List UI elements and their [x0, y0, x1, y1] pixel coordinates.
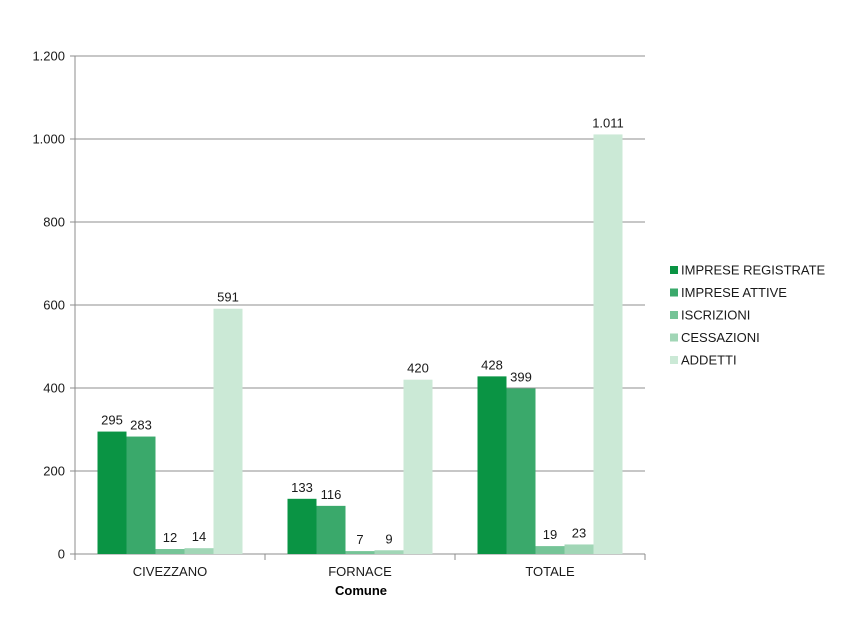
- legend-swatch: [670, 288, 678, 297]
- data-label: 283: [130, 418, 152, 433]
- bar: [403, 379, 433, 554]
- bar: [316, 505, 346, 554]
- data-label: 420: [407, 361, 429, 376]
- data-label: 9: [385, 531, 392, 546]
- data-label: 399: [510, 369, 532, 384]
- y-tick-label: 800: [43, 215, 65, 230]
- x-axis: Comune CIVEZZANO FORNACE TOTALE: [74, 554, 646, 598]
- data-label: 19: [543, 527, 557, 542]
- bar: [506, 388, 536, 554]
- bar: [287, 498, 317, 554]
- bar: [477, 376, 507, 554]
- x-tick-label: TOTALE: [525, 564, 575, 579]
- y-tick-label: 400: [43, 381, 65, 396]
- bar: [97, 431, 127, 554]
- legend-label: IMPRESE REGISTRATE: [681, 263, 826, 278]
- y-axis: 0 200 400 600 800 1.000 1.200: [32, 49, 76, 562]
- data-label: 133: [291, 480, 313, 495]
- legend-swatch: [670, 356, 678, 364]
- legend-swatch: [670, 333, 678, 342]
- bar: [345, 551, 375, 554]
- data-label: 1.011: [592, 115, 624, 130]
- data-label: 591: [217, 290, 239, 305]
- y-tick-label: 1.000: [32, 132, 65, 147]
- bars: 295 283 12 14 591 133 116 7 9 420 428 399 19 23 1.011: [97, 115, 624, 554]
- bar: [374, 550, 404, 554]
- data-label: 23: [572, 525, 586, 540]
- x-tick-label: FORNACE: [328, 564, 392, 579]
- data-label: 116: [321, 487, 342, 502]
- legend-swatch: [670, 266, 678, 274]
- data-label: 14: [192, 529, 206, 544]
- bar: [535, 546, 565, 554]
- data-label: 7: [356, 532, 363, 547]
- y-tick-label: 600: [43, 298, 65, 313]
- legend-label: CESSAZIONI: [681, 330, 760, 345]
- bar: [593, 134, 623, 554]
- bar: [213, 308, 243, 554]
- legend-label: IMPRESE ATTIVE: [681, 285, 787, 300]
- bar: [564, 544, 594, 554]
- data-label: 428: [481, 357, 503, 372]
- gridlines: [75, 55, 645, 555]
- y-tick-label: 200: [43, 464, 65, 479]
- legend: IMPRESE REGISTRATE IMPRESE ATTIVE ISCRIZIO…: [670, 263, 826, 368]
- y-tick-label: 1.200: [32, 49, 65, 64]
- bar: [155, 549, 185, 554]
- legend-swatch: [670, 311, 678, 319]
- x-tick-label: CIVEZZANO: [133, 564, 207, 579]
- x-axis-title: Comune: [335, 583, 387, 598]
- bar: [184, 548, 214, 554]
- data-label: 12: [163, 530, 177, 545]
- bar: [126, 436, 156, 554]
- data-label: 295: [101, 413, 123, 428]
- legend-label: ADDETTI: [681, 353, 737, 368]
- y-tick-label: 0: [58, 547, 65, 562]
- legend-label: ISCRIZIONI: [681, 308, 750, 323]
